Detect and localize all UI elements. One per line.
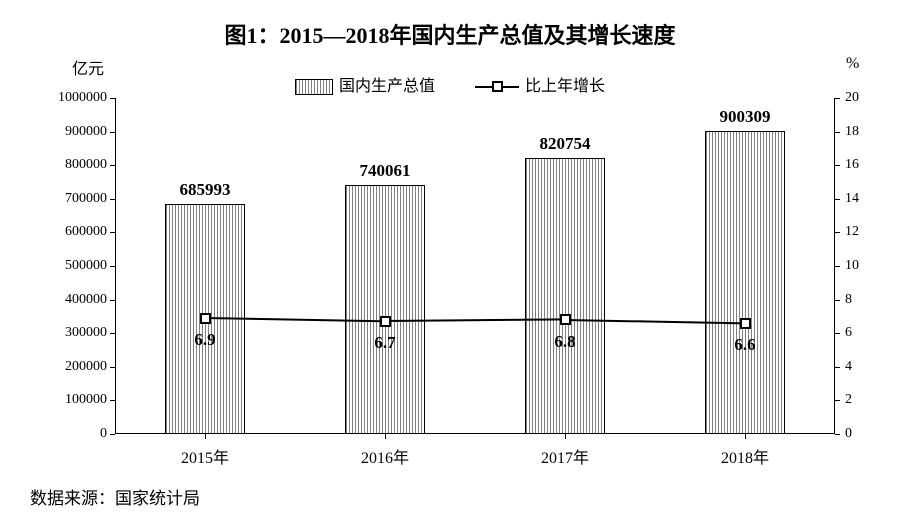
- y2-tick: [835, 199, 840, 200]
- y1-tick-label: 0: [47, 426, 107, 442]
- bar-value-label: 900309: [690, 107, 800, 127]
- x-tick: [745, 434, 746, 439]
- y1-tick-label: 100000: [47, 392, 107, 408]
- y1-tick: [110, 98, 115, 99]
- y1-tick: [110, 367, 115, 368]
- y1-tick: [110, 165, 115, 166]
- y2-tick: [835, 300, 840, 301]
- legend-line-label: 比上年增长: [525, 78, 605, 95]
- legend-bar-item: 国内生产总值: [295, 72, 435, 96]
- y1-tick: [110, 333, 115, 334]
- x-category-label: 2016年: [335, 444, 435, 468]
- y1-tick: [110, 400, 115, 401]
- y1-tick-label: 900000: [47, 124, 107, 140]
- legend: 国内生产总值 比上年增长: [0, 72, 900, 96]
- data-source: 数据来源：国家统计局: [30, 484, 200, 509]
- bar: [525, 158, 605, 434]
- x-tick: [565, 434, 566, 439]
- y1-tick: [110, 266, 115, 267]
- y2-tick-label: 2: [845, 392, 852, 408]
- y1-tick: [110, 434, 115, 435]
- legend-bar-label: 国内生产总值: [339, 78, 435, 95]
- y1-tick: [110, 199, 115, 200]
- x-category-label: 2015年: [155, 444, 255, 468]
- line-marker: [200, 313, 211, 324]
- legend-line-swatch: [475, 81, 519, 93]
- y2-tick-label: 18: [845, 124, 859, 140]
- y2-tick: [835, 434, 840, 435]
- chart-container: 图1：2015—2018年国内生产总值及其增长速度 亿元 % 国内生产总值 比上…: [0, 0, 900, 518]
- y2-unit-label: %: [846, 55, 859, 73]
- line-value-label: 6.7: [355, 333, 415, 353]
- line-marker: [740, 318, 751, 329]
- y1-tick-label: 200000: [47, 359, 107, 375]
- y2-tick-label: 12: [845, 224, 859, 240]
- y1-axis: [115, 98, 116, 434]
- y2-tick: [835, 367, 840, 368]
- y1-tick-label: 300000: [47, 325, 107, 341]
- x-category-label: 2018年: [695, 444, 795, 468]
- y2-tick-label: 8: [845, 292, 852, 308]
- y2-tick: [835, 266, 840, 267]
- y2-tick-label: 20: [845, 90, 859, 106]
- line-marker: [560, 314, 571, 325]
- y1-tick: [110, 232, 115, 233]
- bar-value-label: 820754: [510, 134, 620, 154]
- x-category-label: 2017年: [515, 444, 615, 468]
- y2-tick-label: 4: [845, 359, 852, 375]
- y2-tick-label: 10: [845, 258, 859, 274]
- y1-tick-label: 800000: [47, 157, 107, 173]
- y2-tick-label: 6: [845, 325, 852, 341]
- plot-area: 0100000200000300000400000500000600000700…: [115, 98, 835, 434]
- y1-tick-label: 600000: [47, 224, 107, 240]
- bar-value-label: 740061: [330, 161, 440, 181]
- legend-bar-swatch: [295, 79, 333, 95]
- y1-tick-label: 1000000: [47, 90, 107, 106]
- line-marker: [380, 316, 391, 327]
- y2-tick-label: 14: [845, 191, 859, 207]
- y2-tick: [835, 98, 840, 99]
- line-value-label: 6.9: [175, 330, 235, 350]
- y2-tick: [835, 400, 840, 401]
- y2-tick-label: 0: [845, 426, 852, 442]
- x-tick: [205, 434, 206, 439]
- chart-title: 图1：2015—2018年国内生产总值及其增长速度: [0, 18, 900, 50]
- line-value-label: 6.6: [715, 335, 775, 355]
- y1-tick-label: 500000: [47, 258, 107, 274]
- bar: [705, 131, 785, 434]
- y2-tick-label: 16: [845, 157, 859, 173]
- y1-tick: [110, 132, 115, 133]
- line-value-label: 6.8: [535, 332, 595, 352]
- y2-tick: [835, 165, 840, 166]
- y2-tick: [835, 333, 840, 334]
- x-tick: [385, 434, 386, 439]
- y2-tick: [835, 232, 840, 233]
- bar: [345, 185, 425, 434]
- legend-line-item: 比上年增长: [475, 72, 605, 96]
- bar-value-label: 685993: [150, 180, 260, 200]
- y1-tick-label: 400000: [47, 292, 107, 308]
- y1-tick: [110, 300, 115, 301]
- y2-tick: [835, 132, 840, 133]
- y1-tick-label: 700000: [47, 191, 107, 207]
